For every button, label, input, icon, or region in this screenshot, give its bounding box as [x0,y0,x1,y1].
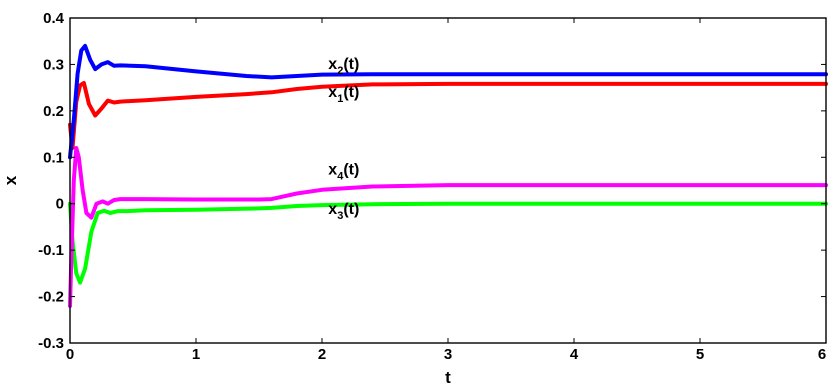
series-annotation-4: x4(t) [328,161,359,182]
series-line-1 [68,81,828,150]
x-tick-label: 6 [818,346,826,363]
x-axis-label: t [445,368,451,385]
series-annotation-3: x3(t) [328,201,359,222]
series-line-2 [68,43,828,160]
tick-layer: 0 1 2 3 4 5 6 -0.3 -0.2 -0.1 0 0.1 0.2 0.3 0.4 [38,10,827,363]
y-tick-label: -0.1 [38,242,64,259]
annotation-layer: x2(t) x1(t) x4(t) x3(t) [328,56,359,222]
plot-area [70,18,826,343]
series-line-3 [68,201,828,285]
x-tick-label: 2 [318,346,326,363]
x-tick-label: 0 [66,346,74,363]
y-tick-label: 0.3 [43,56,64,73]
plot-frame [69,17,827,344]
y-tick-label: -0.2 [38,289,64,306]
y-tick-label: 0.4 [43,10,65,27]
y-tick-label: 0 [56,196,64,213]
y-tick-label: 0.1 [43,149,64,166]
series-annotation-1: x1(t) [328,84,359,105]
series-annotation-2: x2(t) [328,56,359,77]
x-tick-label: 5 [696,346,704,363]
x-tick-label: 3 [444,346,452,363]
series-line-4 [68,146,828,308]
y-tick-label: 0.2 [43,103,64,120]
series-layer [68,43,828,308]
x-tick-label: 1 [192,346,200,363]
y-tick-label: -0.3 [38,335,64,352]
y-axis-label: x [1,175,20,185]
x-tick-label: 4 [570,346,579,363]
